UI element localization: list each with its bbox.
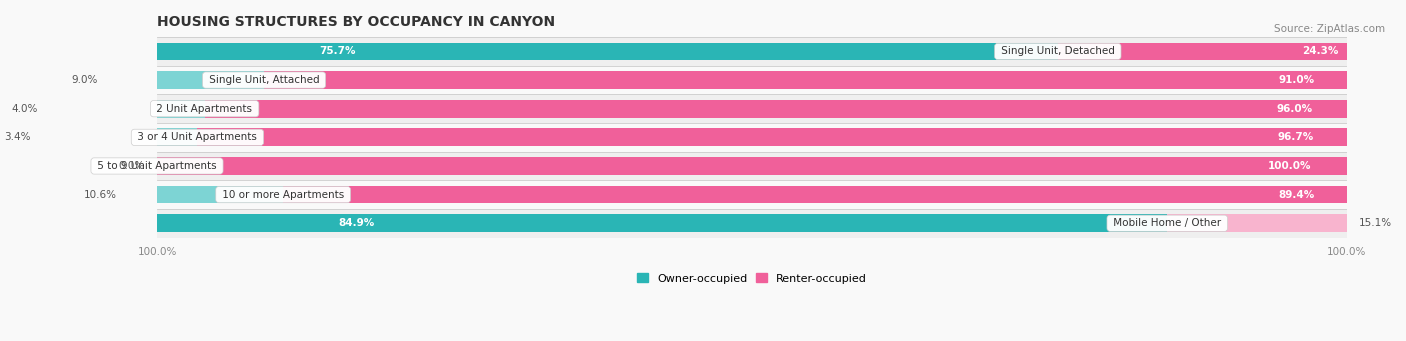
Text: 3.4%: 3.4% (4, 132, 31, 142)
Text: HOUSING STRUCTURES BY OCCUPANCY IN CANYON: HOUSING STRUCTURES BY OCCUPANCY IN CANYO… (157, 15, 555, 29)
Bar (157, 209, 1347, 238)
Bar (157, 123, 1347, 152)
Text: Mobile Home / Other: Mobile Home / Other (1111, 218, 1225, 228)
Bar (157, 157, 1347, 175)
Bar (157, 94, 1347, 123)
Text: 15.1%: 15.1% (1358, 218, 1392, 228)
Bar (157, 71, 264, 89)
Legend: Owner-occupied, Renter-occupied: Owner-occupied, Renter-occupied (633, 269, 872, 288)
Bar (157, 186, 283, 204)
Text: 10.6%: 10.6% (83, 190, 117, 199)
Bar (157, 100, 205, 118)
Text: 100.0%: 100.0% (1268, 161, 1312, 171)
Text: 24.3%: 24.3% (1302, 46, 1339, 56)
Bar (157, 214, 1167, 232)
Bar (157, 129, 197, 146)
Bar (1167, 214, 1347, 232)
Text: 4.0%: 4.0% (11, 104, 38, 114)
Text: 96.7%: 96.7% (1278, 132, 1313, 142)
Bar (157, 66, 1347, 94)
Text: Source: ZipAtlas.com: Source: ZipAtlas.com (1274, 24, 1385, 34)
Bar (197, 129, 1348, 146)
Text: Single Unit, Detached: Single Unit, Detached (998, 46, 1118, 56)
Text: 3 or 4 Unit Apartments: 3 or 4 Unit Apartments (135, 132, 260, 142)
Text: 0.0%: 0.0% (120, 161, 145, 171)
Text: 9.0%: 9.0% (72, 75, 97, 85)
Bar (157, 37, 1347, 66)
Text: 10 or more Apartments: 10 or more Apartments (219, 190, 347, 199)
Bar (205, 100, 1347, 118)
Text: 96.0%: 96.0% (1277, 104, 1313, 114)
Bar (157, 152, 1347, 180)
Bar (157, 43, 1057, 60)
Bar (283, 186, 1347, 204)
Text: 89.4%: 89.4% (1279, 190, 1315, 199)
Text: 91.0%: 91.0% (1278, 75, 1315, 85)
Text: Single Unit, Attached: Single Unit, Attached (205, 75, 322, 85)
Text: 84.9%: 84.9% (339, 218, 375, 228)
Bar (1057, 43, 1347, 60)
Bar (264, 71, 1347, 89)
Bar (157, 180, 1347, 209)
Text: 5 to 9 Unit Apartments: 5 to 9 Unit Apartments (94, 161, 219, 171)
Text: 2 Unit Apartments: 2 Unit Apartments (153, 104, 256, 114)
Text: 75.7%: 75.7% (319, 46, 356, 56)
